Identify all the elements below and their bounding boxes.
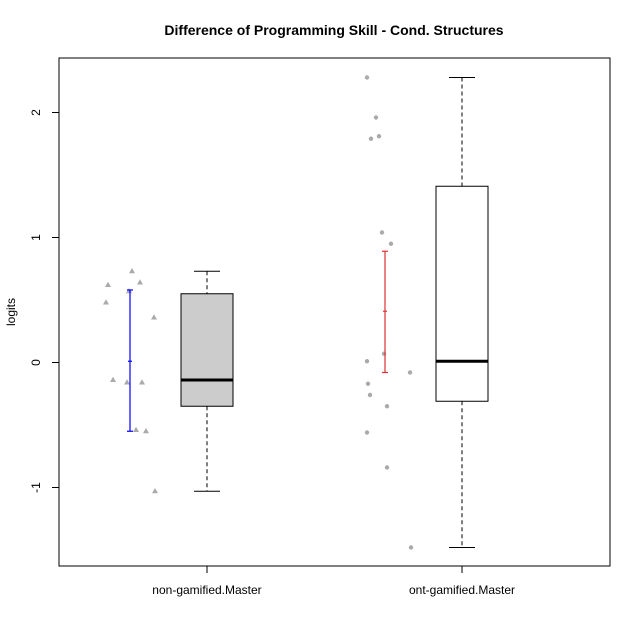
data-point [364,75,370,80]
data-point [124,379,130,385]
data-point [152,488,158,494]
data-point [137,279,143,285]
data-point [103,299,109,305]
y-tick-label: 0 [29,359,43,366]
data-point [384,465,390,470]
x-tick-label: ont-gamified.Master [409,583,515,597]
data-point [364,430,370,435]
data-point [408,545,414,550]
data-point [407,370,413,375]
y-tick-label: 1 [29,234,43,241]
y-tick-label: 2 [29,109,43,116]
box-groups [103,75,489,550]
data-point [367,392,373,398]
data-point [384,404,390,409]
chart-title: Difference of Programming Skill - Cond. … [164,22,503,38]
y-tick-label: -1 [29,482,43,493]
data-point [376,134,382,139]
data-point [126,288,132,294]
data-point [143,428,149,434]
iqr-box [435,185,489,402]
data-point [139,379,145,385]
data-point [368,136,374,141]
x-axis: non-gamified.Master ont-gamified.Master [152,565,515,597]
data-point [364,359,370,364]
data-point [133,426,139,432]
x-tick-label: non-gamified.Master [152,583,261,597]
y-axis: -1 0 1 2 [29,109,60,493]
data-point [373,115,379,120]
data-point [388,241,394,246]
box-group [103,268,234,494]
data-point [105,281,111,287]
data-point [151,314,157,320]
box-group [364,75,489,550]
y-axis-label: logits [4,298,18,326]
iqr-box [180,293,234,407]
data-point [379,230,385,235]
data-point [110,376,116,382]
data-point [365,381,371,386]
plot-frame [58,57,611,567]
data-point [129,268,135,274]
